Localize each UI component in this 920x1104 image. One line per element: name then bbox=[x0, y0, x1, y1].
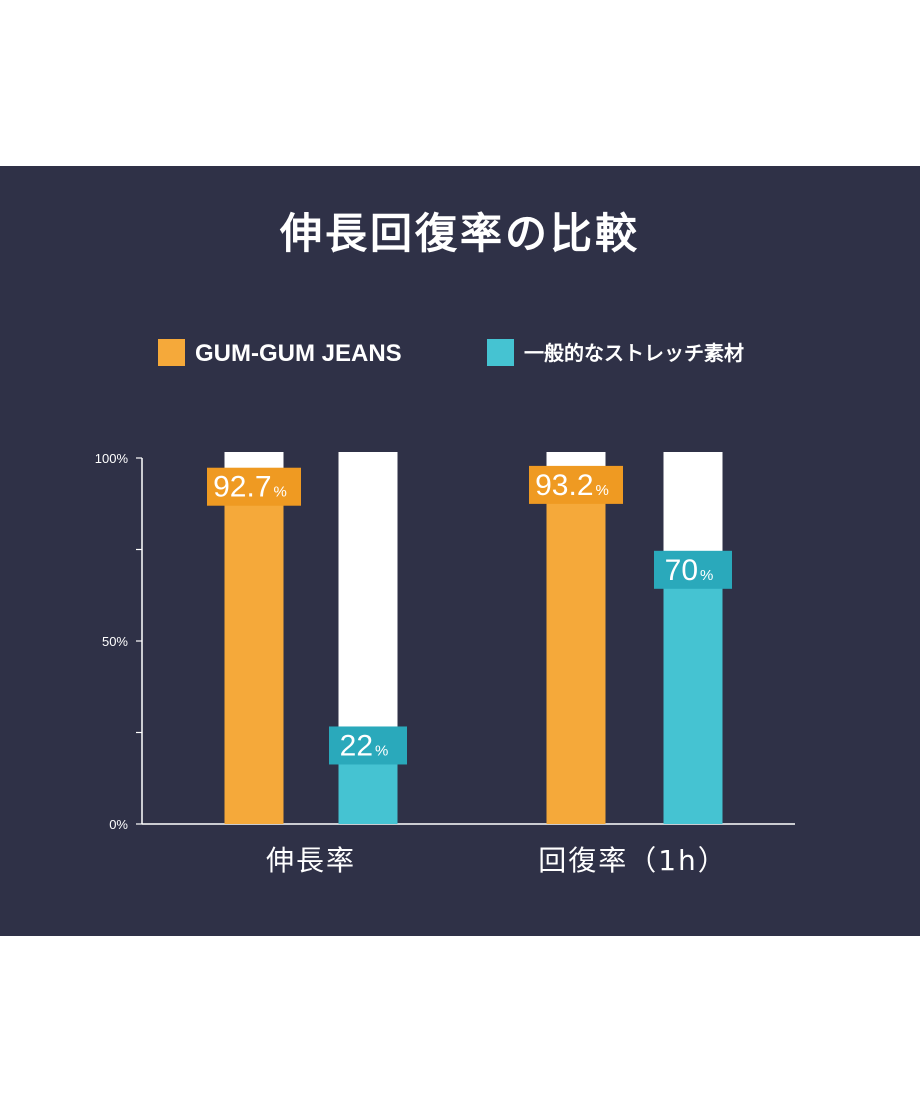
value-label: 22% bbox=[340, 729, 389, 762]
legend-label-gum-gum-jeans: GUM-GUM JEANS bbox=[195, 340, 402, 367]
category-label-1: 回復率（1h） bbox=[538, 844, 728, 877]
value-badge bbox=[529, 465, 623, 504]
legend-swatch-general-stretch bbox=[487, 339, 514, 366]
y-tick-label-0: 0% bbox=[109, 817, 128, 832]
value-badge bbox=[654, 550, 732, 589]
y-axis-ticks bbox=[136, 457, 142, 825]
legend-label-general-stretch: 一般的なストレッチ素材 bbox=[524, 341, 744, 365]
value-label: 70% bbox=[665, 554, 714, 587]
legend-swatch-gum-gum-jeans bbox=[158, 339, 185, 366]
bars-group bbox=[224, 452, 723, 824]
category-label-0: 伸長率 bbox=[266, 844, 356, 877]
chart-panel: 伸長回復率の比較 GUM-GUM JEANS 一般的なストレッチ素材 0% 50… bbox=[0, 166, 920, 936]
y-tick-label-100: 100% bbox=[95, 451, 129, 466]
value-label: 92.7% bbox=[213, 471, 287, 504]
bar-gum-gum-jeans-1 bbox=[546, 482, 606, 824]
value-badge bbox=[329, 726, 407, 765]
value-label: 93.2% bbox=[535, 469, 609, 502]
value-labels-group: 92.7 % 22 % 93.2 % 70% bbox=[207, 465, 732, 765]
y-tick-label-50: 50% bbox=[102, 634, 128, 649]
chart-title: 伸長回復率の比較 bbox=[279, 209, 640, 258]
value-badge bbox=[207, 467, 301, 506]
bar-gum-gum-jeans-0 bbox=[224, 484, 284, 824]
bar-general-stretch-1 bbox=[663, 567, 723, 824]
bar-chart: 伸長回復率の比較 GUM-GUM JEANS 一般的なストレッチ素材 0% 50… bbox=[95, 209, 795, 877]
